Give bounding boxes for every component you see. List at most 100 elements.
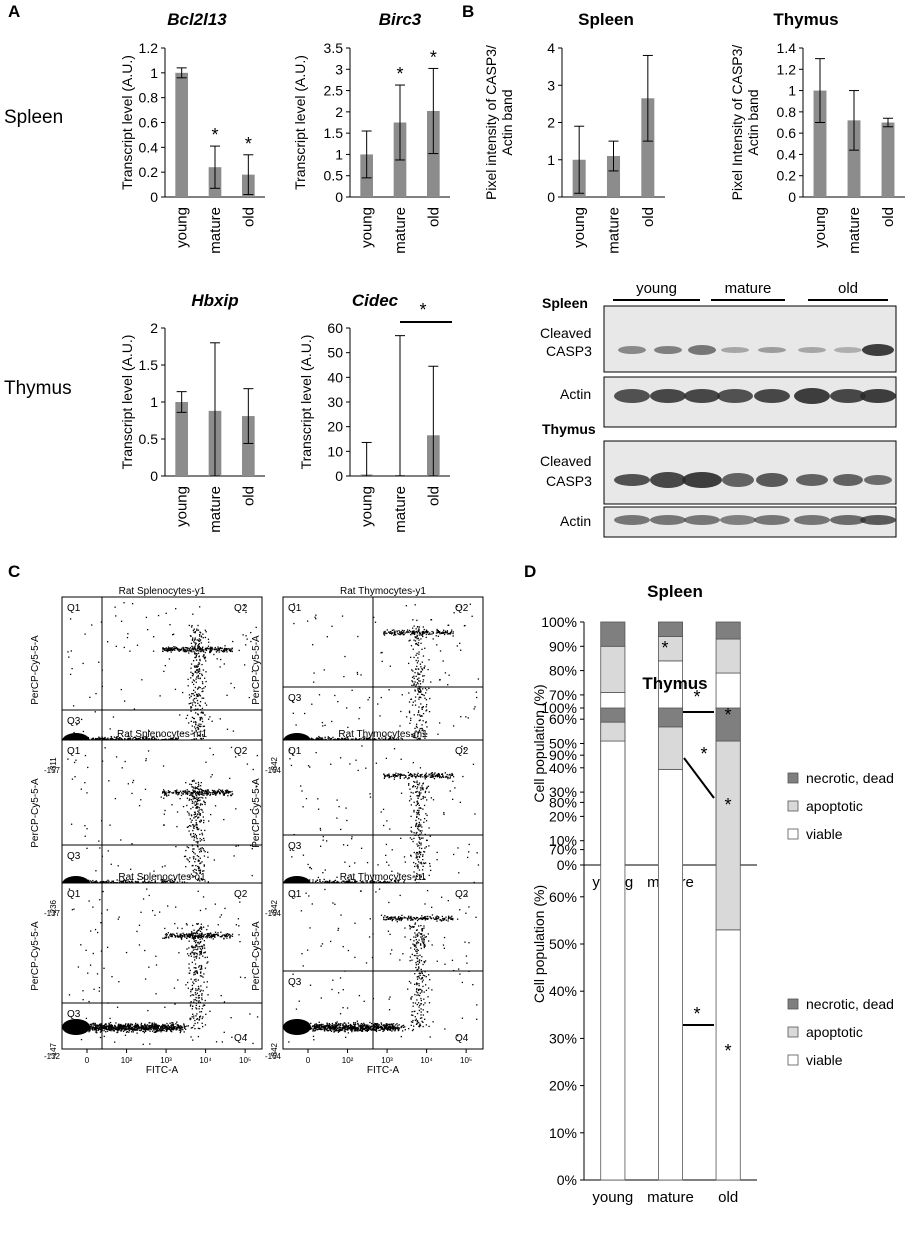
- y-tick-label-cidec: 50: [327, 345, 343, 361]
- flow-event: [452, 635, 454, 637]
- flow-event: [419, 776, 422, 778]
- flow-event: [405, 631, 408, 633]
- flow-event: [369, 793, 371, 795]
- flow-event: [423, 630, 425, 633]
- flow-event: [232, 730, 235, 732]
- flow-event: [199, 862, 201, 865]
- flow-event: [415, 832, 417, 834]
- flow-event: [415, 659, 417, 662]
- flow-event: [319, 845, 322, 847]
- flow-event: [218, 651, 220, 653]
- flow-event: [417, 644, 420, 647]
- flow-event: [173, 646, 175, 648]
- flow-event: [195, 826, 198, 829]
- flow-event: [411, 775, 413, 777]
- flow-event: [178, 791, 181, 794]
- flow-event: [423, 818, 426, 820]
- flow-event: [430, 797, 433, 799]
- flow-event: [107, 879, 109, 881]
- flow-event: [216, 648, 218, 650]
- flow-event: [408, 640, 410, 642]
- flow-event: [429, 633, 431, 636]
- flow-event: [186, 811, 189, 813]
- flow-event: [196, 791, 198, 794]
- flow-event: [403, 777, 405, 779]
- flow-event: [133, 708, 136, 710]
- flow-event: [328, 880, 331, 882]
- flow-event: [203, 792, 205, 795]
- panel-letter-a: A: [8, 2, 20, 21]
- flow-event: [191, 845, 194, 847]
- flow-event: [210, 650, 213, 652]
- flow-event: [195, 836, 198, 838]
- flow-event: [397, 632, 399, 635]
- flow-event: [185, 866, 187, 868]
- flow-event: [200, 803, 202, 805]
- flow-event: [224, 650, 226, 653]
- flow-event: [419, 688, 421, 690]
- flow-event: [193, 641, 195, 643]
- flow-event: [145, 758, 147, 760]
- flow-event: [120, 738, 123, 740]
- flow-event: [355, 737, 357, 740]
- flow-event: [356, 880, 358, 883]
- flow-quadrant-q1-2: Q1: [67, 746, 81, 757]
- flow-event: [197, 674, 199, 677]
- flow-event: [420, 842, 422, 844]
- flow-event: [409, 773, 411, 776]
- y-tick-label-birc3: 2: [335, 104, 343, 120]
- flow-event: [221, 789, 224, 791]
- y-tick-label-cidec: 30: [327, 394, 343, 410]
- flow-event: [391, 632, 393, 634]
- flow-event: [207, 718, 210, 720]
- flow-event: [423, 631, 425, 633]
- flow-event: [415, 863, 417, 865]
- flow-event: [359, 707, 361, 709]
- flow-event: [197, 781, 200, 784]
- flow-event: [232, 640, 234, 643]
- flow-event: [418, 869, 421, 871]
- flow-event: [191, 648, 193, 650]
- flow-event: [220, 658, 222, 661]
- flow-event: [437, 635, 440, 637]
- flow-event: [389, 665, 391, 667]
- flow-event: [412, 630, 414, 632]
- flow-event: [439, 631, 441, 634]
- flow-event: [153, 737, 156, 740]
- flow-event: [197, 647, 200, 649]
- x-tick-label-hbxip: mature: [207, 486, 224, 533]
- flow-event: [209, 793, 212, 796]
- flow-event: [185, 849, 187, 852]
- flow-event: [88, 879, 90, 882]
- flow-event: [200, 725, 202, 728]
- flow-event: [460, 606, 462, 608]
- flow-event: [194, 644, 197, 646]
- blot-thymus-actin-band: [650, 515, 686, 525]
- flow-event: [191, 780, 194, 782]
- flow-event: [366, 737, 368, 739]
- flow-event: [175, 646, 178, 649]
- flow-event: [123, 602, 125, 604]
- flow-event: [431, 633, 433, 635]
- flow-event: [188, 790, 191, 793]
- flow-event: [165, 880, 168, 883]
- flow-event: [230, 794, 233, 797]
- flow-event: [419, 715, 422, 717]
- flow-event: [293, 622, 295, 625]
- flow-event: [171, 649, 174, 652]
- flow-event: [343, 737, 345, 740]
- flow-event: [165, 738, 167, 740]
- flow-event: [193, 797, 196, 800]
- flow-event: [421, 826, 423, 828]
- flow-event: [425, 813, 427, 815]
- flow-event: [420, 638, 422, 640]
- flow-event: [197, 817, 199, 819]
- y-tick-label-bcl2l13: 1: [150, 65, 158, 81]
- y-axis-label-casp3_spleen: Pixel intensity of CASP3/: [483, 45, 499, 200]
- flow-event: [432, 631, 435, 633]
- flow-event: [197, 841, 199, 843]
- flow-event: [203, 677, 206, 679]
- flow-event: [404, 632, 406, 634]
- flow-event: [190, 833, 192, 835]
- blot-group-label-old: old: [838, 280, 858, 297]
